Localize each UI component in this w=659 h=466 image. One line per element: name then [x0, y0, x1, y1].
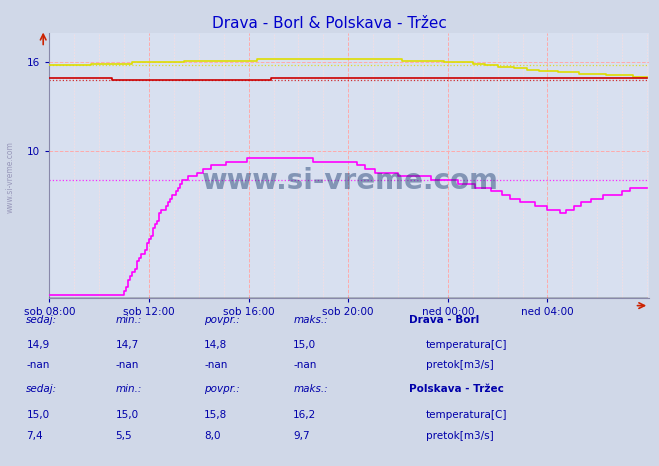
Text: 9,7: 9,7	[293, 431, 310, 441]
Text: Drava - Borl & Polskava - Tržec: Drava - Borl & Polskava - Tržec	[212, 16, 447, 31]
Text: temperatura[C]: temperatura[C]	[426, 340, 507, 350]
Text: -nan: -nan	[115, 360, 138, 370]
Text: pretok[m3/s]: pretok[m3/s]	[426, 431, 494, 441]
Text: 7,4: 7,4	[26, 431, 43, 441]
Text: 14,8: 14,8	[204, 340, 227, 350]
Text: www.si-vreme.com: www.si-vreme.com	[201, 167, 498, 195]
Text: Drava - Borl: Drava - Borl	[409, 315, 479, 324]
Text: www.si-vreme.com: www.si-vreme.com	[5, 141, 14, 213]
Text: min.:: min.:	[115, 384, 142, 394]
Text: sedaj:: sedaj:	[26, 384, 57, 394]
Text: sedaj:: sedaj:	[26, 315, 57, 324]
Text: Polskava - Tržec: Polskava - Tržec	[409, 384, 503, 394]
Text: temperatura[C]: temperatura[C]	[426, 410, 507, 420]
Text: -nan: -nan	[204, 360, 227, 370]
Text: 14,7: 14,7	[115, 340, 138, 350]
Text: min.:: min.:	[115, 315, 142, 324]
Text: 8,0: 8,0	[204, 431, 221, 441]
Text: 15,0: 15,0	[26, 410, 49, 420]
Text: povpr.:: povpr.:	[204, 315, 240, 324]
Text: 15,0: 15,0	[293, 340, 316, 350]
Text: pretok[m3/s]: pretok[m3/s]	[426, 360, 494, 370]
Text: 16,2: 16,2	[293, 410, 316, 420]
Text: 14,9: 14,9	[26, 340, 49, 350]
Text: -nan: -nan	[26, 360, 49, 370]
Text: povpr.:: povpr.:	[204, 384, 240, 394]
Text: maks.:: maks.:	[293, 315, 328, 324]
Text: maks.:: maks.:	[293, 384, 328, 394]
Text: 15,8: 15,8	[204, 410, 227, 420]
Text: 15,0: 15,0	[115, 410, 138, 420]
Text: -nan: -nan	[293, 360, 316, 370]
Text: 5,5: 5,5	[115, 431, 132, 441]
